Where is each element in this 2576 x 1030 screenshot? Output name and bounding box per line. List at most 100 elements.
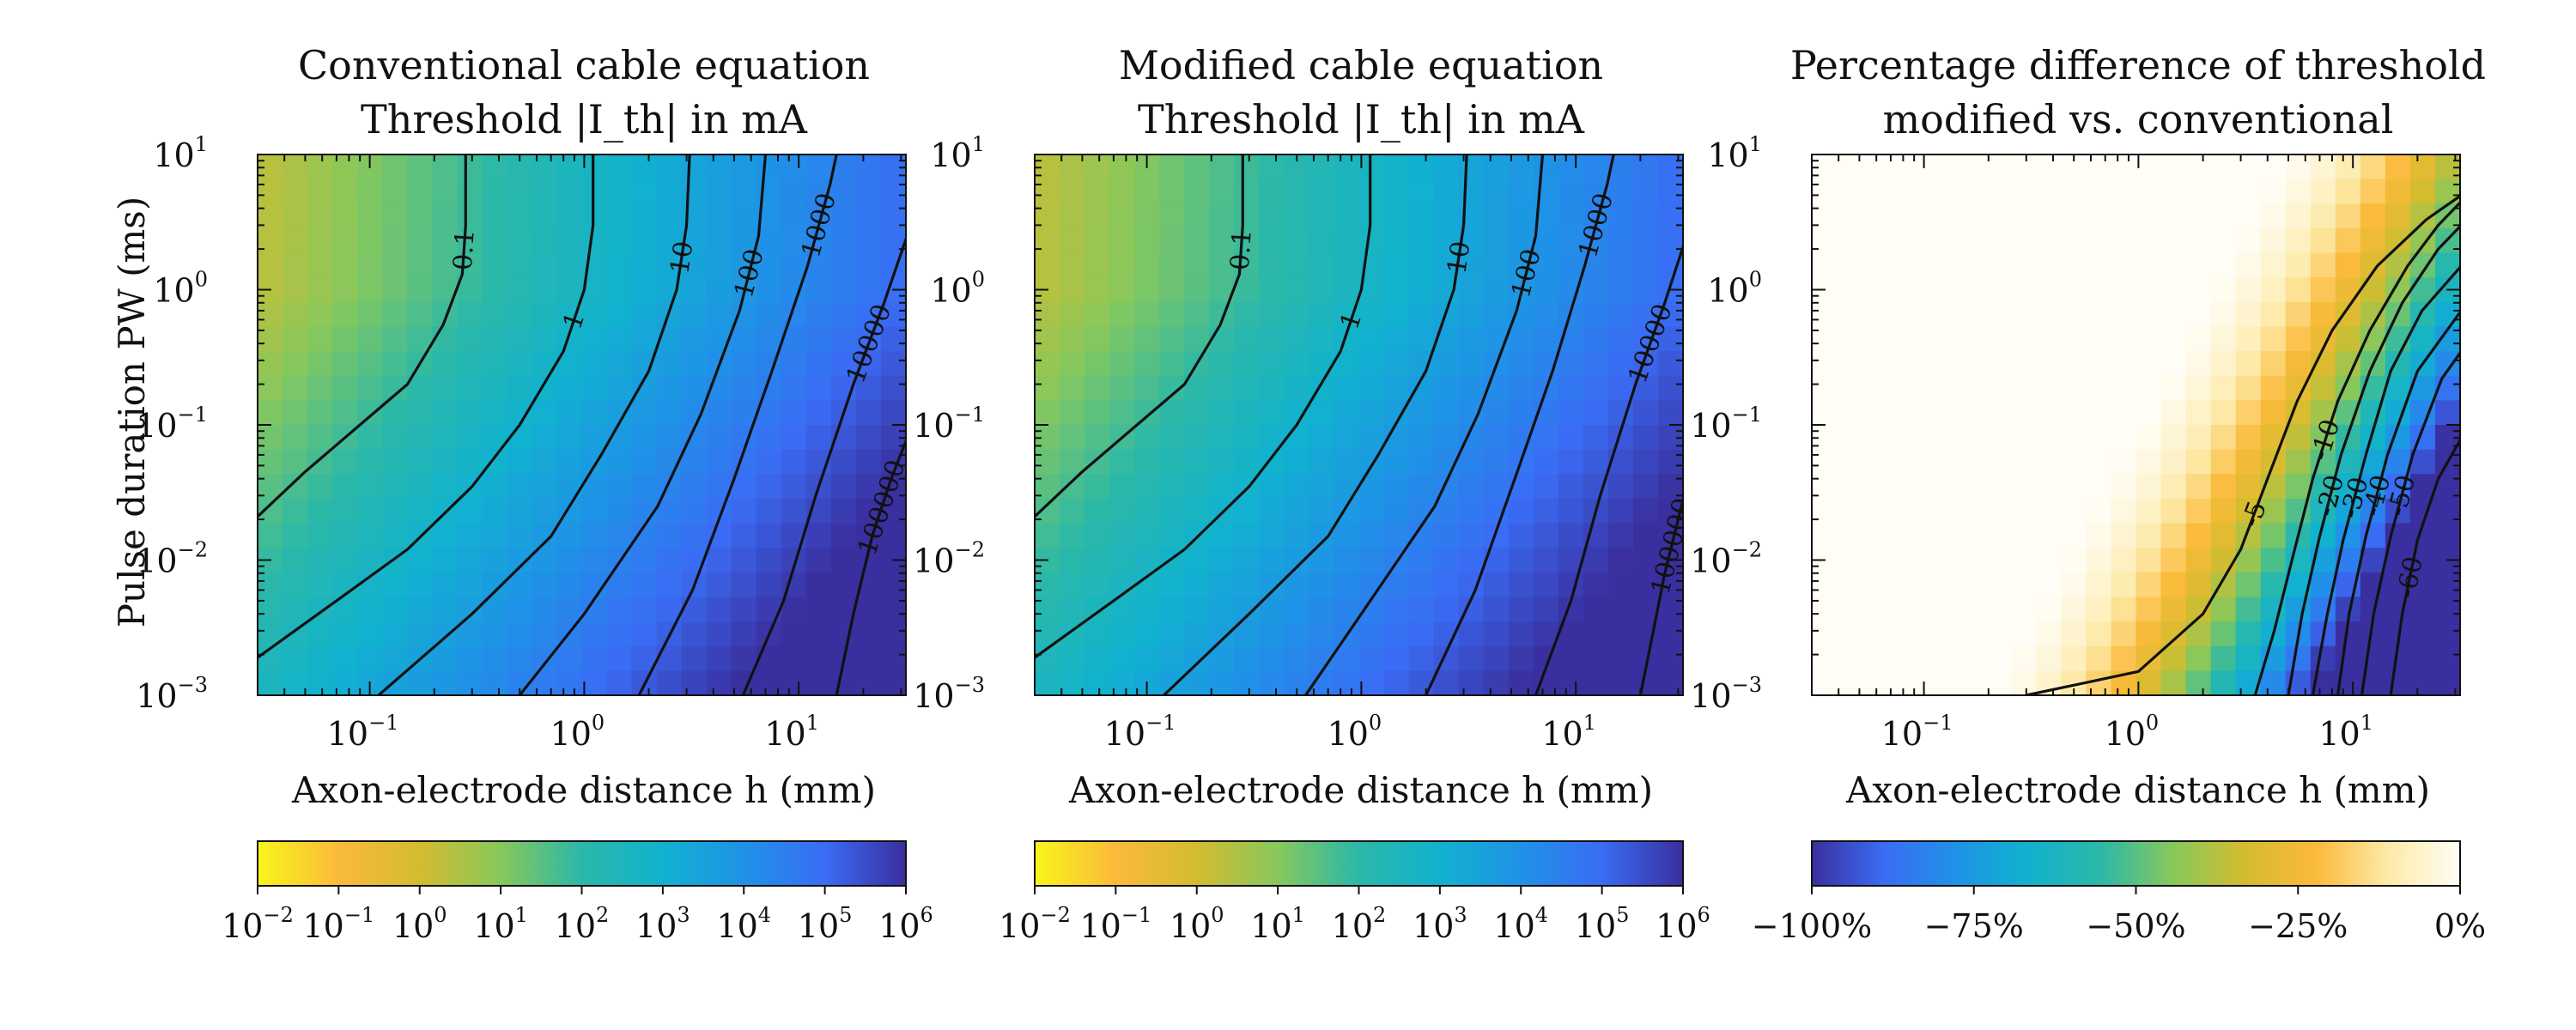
heatmap-cell [2061, 572, 2087, 598]
heatmap-cell [2036, 425, 2063, 451]
heatmap-cell [1184, 179, 1211, 205]
panel-difference: Percentage difference of threshold modif… [1690, 42, 2486, 945]
contour-line [2287, 224, 2460, 695]
heatmap-cell [1433, 375, 1460, 402]
heatmap-cell [1886, 351, 1912, 377]
heatmap-cell [1060, 449, 1085, 476]
heatmap-cell [2434, 621, 2460, 647]
heatmap-cell [581, 523, 608, 548]
heatmap-cell [556, 375, 583, 402]
heatmap-cell [1558, 154, 1584, 180]
heatmap-cell [830, 498, 857, 524]
heatmap-cell [357, 179, 383, 205]
heatmap-cell [1358, 227, 1385, 254]
heatmap-cell [2310, 252, 2336, 278]
heatmap-cell [432, 572, 459, 598]
heatmap-cell [283, 277, 308, 303]
heatmap-cell [382, 400, 409, 426]
y-tick-label: 10−2 [136, 538, 208, 580]
heatmap-cell [1259, 498, 1285, 524]
heatmap-cell [1961, 645, 1988, 672]
heatmap-cell [1483, 449, 1510, 476]
heatmap-cell [1583, 400, 1609, 426]
heatmap-cell [1433, 670, 1460, 695]
heatmap-cell [2111, 203, 2137, 229]
heatmap-cell [457, 375, 483, 402]
heatmap-cell [1159, 351, 1186, 377]
heatmap-cell [2160, 474, 2187, 500]
heatmap-cell [2136, 154, 2162, 180]
heatmap-cell [1558, 227, 1584, 254]
heatmap-cell [1408, 548, 1435, 573]
heatmap-cell [1234, 645, 1261, 672]
heatmap-cell [2036, 523, 2063, 548]
colorbar-tick-label: 103 [1413, 903, 1467, 945]
panel3-x-axis-label: Axon-electrode distance h (mm) [1845, 769, 2430, 811]
y-tick-label: 10−3 [136, 673, 208, 715]
heatmap-cell [1607, 523, 1634, 548]
heatmap-cell [631, 301, 658, 328]
heatmap-cell [830, 326, 857, 352]
heatmap-cell [1936, 645, 1963, 672]
heatmap-cell [2160, 621, 2187, 647]
heatmap-cell [407, 474, 434, 500]
heatmap-cell [2185, 154, 2212, 180]
heatmap-cell [2111, 572, 2137, 598]
heatmap-cell [332, 227, 358, 254]
heatmap-cell [1159, 154, 1186, 180]
heatmap-cell [1159, 597, 1186, 622]
heatmap-cell [1986, 523, 2013, 548]
heatmap-cell [2011, 498, 2038, 524]
heatmap-cell [407, 203, 434, 229]
heatmap-cell [2235, 351, 2262, 377]
heatmap-cell [1986, 498, 2013, 524]
heatmap-cell [2136, 621, 2162, 647]
heatmap-cell [1886, 227, 1912, 254]
heatmap-cell [1458, 351, 1485, 377]
heatmap-cell [1035, 301, 1060, 328]
heatmap-cell [2086, 425, 2112, 451]
heatmap-cell [1408, 645, 1435, 672]
heatmap-cell [1035, 179, 1060, 205]
panel2-colorbar: 10−2 10−1 100 101 102 103 104 105 106 [999, 840, 1710, 945]
heatmap-cell [432, 645, 459, 672]
heatmap-cell [1607, 351, 1634, 377]
heatmap-cell [581, 375, 608, 402]
heatmap-cell [1284, 252, 1310, 278]
heatmap-cell [1184, 203, 1211, 229]
heatmap-cell [805, 597, 832, 622]
heatmap-cell [1533, 449, 1559, 476]
heatmap-cell [1284, 301, 1310, 328]
heatmap-cell [357, 449, 383, 476]
heatmap-cell [1433, 474, 1460, 500]
heatmap-cell [2160, 227, 2187, 254]
heatmap-cell [2260, 572, 2287, 598]
heatmap-cell [656, 425, 683, 451]
heatmap-cell [1334, 227, 1360, 254]
heatmap-cell [1109, 645, 1135, 672]
heatmap-cell [1483, 277, 1510, 303]
heatmap-cell [2136, 375, 2162, 402]
heatmap-cell [1358, 621, 1385, 647]
heatmap-cell [1433, 400, 1460, 426]
heatmap-cell [2086, 498, 2112, 524]
heatmap-cell [1986, 154, 2013, 180]
heatmap-cell [432, 548, 459, 573]
heatmap-cell [482, 252, 508, 278]
heatmap-cell [1911, 203, 1937, 229]
heatmap-cell [1911, 523, 1937, 548]
heatmap-cell [2185, 548, 2212, 573]
heatmap-cell [1284, 227, 1310, 254]
heatmap-cell [706, 572, 732, 598]
heatmap-cell [1986, 227, 2013, 254]
heatmap-cell [2310, 277, 2336, 303]
heatmap-cell [1209, 179, 1236, 205]
heatmap-cell [1632, 449, 1659, 476]
heatmap-cell [1862, 621, 1887, 647]
heatmap-cell [1607, 548, 1634, 573]
heatmap-cell [1408, 154, 1435, 180]
heatmap-cell [357, 645, 383, 672]
heatmap-cell [1334, 425, 1360, 451]
heatmap-cell [2409, 154, 2436, 180]
heatmap-cell [1234, 203, 1261, 229]
